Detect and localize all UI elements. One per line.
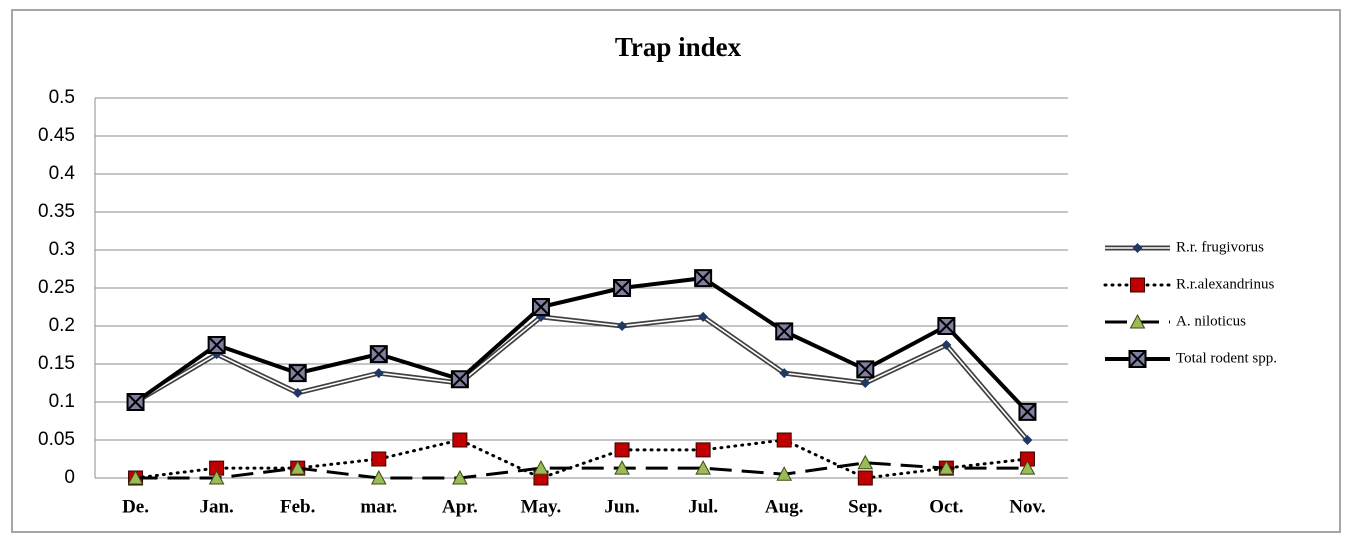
y-tick-label: 0.05 — [38, 429, 75, 450]
marker — [775, 322, 794, 341]
marker — [941, 340, 952, 350]
marker — [614, 442, 630, 458]
y-tick-label: 0.1 — [49, 391, 75, 412]
marker — [857, 454, 874, 470]
legend-label: Total rodent spp. — [1176, 350, 1277, 366]
marker — [1128, 350, 1147, 368]
legend-label: R.r. frugivorus — [1176, 239, 1264, 255]
x-tick-label: Oct. — [929, 496, 963, 517]
marker — [856, 360, 875, 379]
marker — [857, 470, 873, 486]
series-line-inner — [135, 316, 1029, 441]
marker — [292, 387, 303, 398]
marker — [288, 364, 307, 383]
x-tick-label: Sep. — [848, 496, 882, 517]
x-tick-label: Feb. — [280, 496, 315, 517]
y-tick-label: 0.25 — [38, 277, 75, 298]
y-tick-label: 0.3 — [49, 239, 75, 260]
marker — [1019, 460, 1036, 475]
marker — [1018, 402, 1037, 421]
marker — [531, 298, 550, 316]
marker — [452, 432, 468, 448]
y-tick-label: 0.4 — [49, 163, 76, 184]
marker — [533, 460, 549, 475]
marker — [127, 469, 144, 485]
marker — [614, 460, 630, 475]
marker — [776, 432, 792, 448]
x-tick-label: May. — [521, 496, 562, 517]
marker — [1130, 277, 1145, 293]
legend-label: R.r.alexandrinus — [1176, 276, 1274, 292]
marker — [613, 279, 632, 297]
marker — [617, 321, 628, 331]
series-line — [134, 438, 1029, 480]
y-tick-label: 0 — [64, 467, 75, 488]
chart-title: Trap index — [615, 32, 742, 62]
y-tick-label: 0.2 — [49, 315, 75, 336]
marker — [369, 345, 388, 364]
y-tick-label: 0.5 — [49, 87, 75, 108]
marker — [1132, 243, 1143, 253]
marker — [698, 311, 709, 322]
marker — [370, 469, 387, 485]
marker — [938, 460, 955, 475]
marker — [937, 317, 956, 335]
marker — [289, 460, 306, 475]
x-tick-label: Jun. — [604, 496, 639, 517]
marker — [371, 451, 387, 467]
x-tick-label: Aug. — [765, 496, 804, 517]
marker — [452, 469, 468, 485]
chart-border — [11, 9, 1341, 533]
marker — [126, 393, 145, 411]
marker — [207, 336, 226, 354]
y-tick-label: 0.15 — [38, 353, 75, 374]
x-tick-label: De. — [122, 496, 149, 517]
marker — [1129, 313, 1146, 329]
x-tick-label: Jul. — [688, 496, 718, 517]
marker — [695, 460, 711, 475]
marker — [450, 370, 469, 389]
marker — [208, 469, 225, 485]
y-tick-label: 0.35 — [38, 201, 75, 222]
x-tick-label: Nov. — [1009, 496, 1045, 517]
x-tick-label: Jan. — [199, 496, 233, 517]
x-tick-label: mar. — [360, 496, 397, 517]
marker — [373, 368, 384, 379]
y-tick-label: 0.45 — [38, 125, 75, 146]
marker — [1022, 435, 1033, 445]
series-line — [134, 276, 1029, 414]
marker — [694, 269, 713, 288]
marker — [695, 442, 711, 458]
marker — [860, 378, 871, 388]
marker — [776, 466, 793, 481]
legend-label: A. niloticus — [1176, 313, 1246, 329]
marker — [779, 368, 790, 379]
series-line — [135, 461, 1028, 480]
x-tick-label: Apr. — [442, 496, 478, 517]
